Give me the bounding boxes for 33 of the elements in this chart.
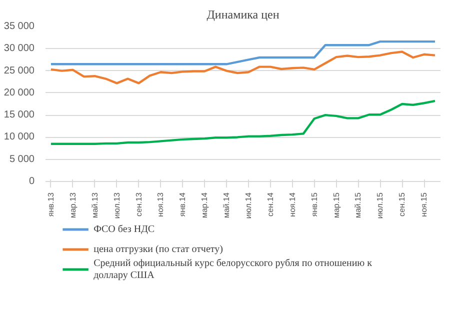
x-tick-label: май.15 (354, 192, 363, 218)
x-tick-label: ноя.15 (420, 192, 429, 217)
x-tick-label: мар.14 (200, 192, 210, 218)
x-tick-label: янв.15 (310, 192, 319, 217)
x-tick-label: май.13 (90, 192, 100, 218)
line-series (50, 40, 436, 66)
x-tick-label: сен.14 (266, 192, 275, 216)
x-tick-label: май.14 (222, 192, 232, 218)
y-tick-label: 5 000 (9, 154, 35, 165)
line-series (50, 50, 436, 84)
x-tick-label: ноя.13 (156, 192, 166, 217)
x-tick-label: ноя.14 (288, 192, 297, 217)
y-tick-label: 30 000 (4, 43, 35, 54)
x-tick-label: сен.15 (398, 192, 407, 216)
y-tick-label: 20 000 (4, 87, 35, 98)
legend-label: Средний официальный курс белорусского рубля по отношению к доллару США (94, 258, 372, 282)
y-tick-label: 15 000 (4, 110, 35, 121)
chart-title: Динамика цен (206, 8, 280, 22)
y-tick-label: 10 000 (4, 132, 35, 143)
x-tick-label: июл.15 (376, 192, 385, 219)
line-series (50, 100, 436, 145)
x-tick-label: мар.15 (332, 192, 341, 218)
y-tick-label: 0 (28, 176, 35, 187)
y-tick-label: 25 000 (4, 65, 35, 76)
x-tick-label: июл.13 (112, 192, 122, 219)
x-tick-label: сен.13 (134, 192, 144, 216)
x-tick-label: мар.13 (68, 192, 78, 218)
x-tick-label: июл.14 (244, 192, 253, 219)
legend-label: цена отгрузки (по стат отчету) (94, 244, 223, 255)
x-tick-label: янв.14 (178, 192, 188, 217)
legend-label: ФСО без НДС (94, 224, 155, 235)
x-tick-label: янв.13 (46, 192, 56, 217)
y-tick-label: 35 000 (4, 21, 35, 32)
